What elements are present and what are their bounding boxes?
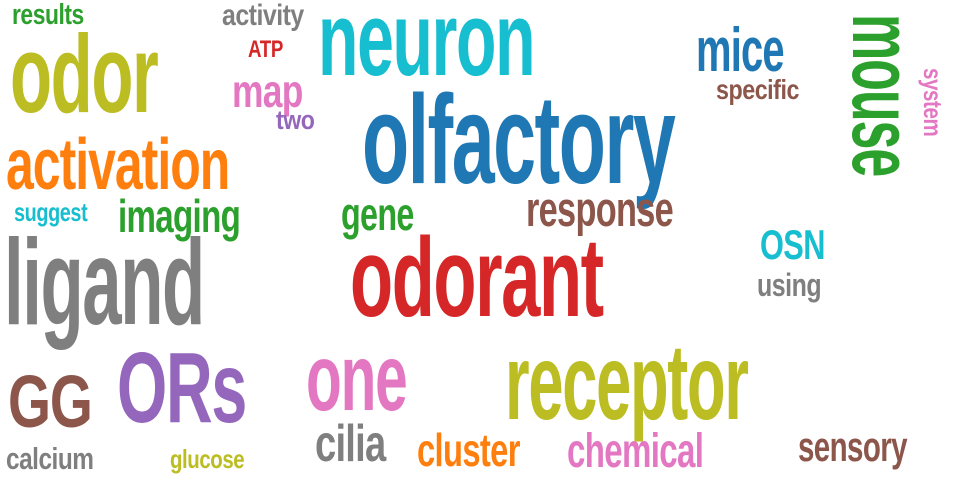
word-receptor: receptor xyxy=(505,321,749,442)
word-atp: ATP xyxy=(248,36,283,63)
word-calcium: calcium xyxy=(6,441,94,476)
word-olfactory: olfactory xyxy=(362,69,676,210)
word-mouse: mouse xyxy=(834,14,930,177)
word-activation: activation xyxy=(6,125,230,205)
word-osn: OSN xyxy=(760,221,825,268)
word-results: results xyxy=(12,0,84,31)
word-sensory: sensory xyxy=(798,423,908,470)
word-ors: ORs xyxy=(117,332,247,444)
word-suggest: suggest xyxy=(14,197,88,227)
word-odorant: odorant xyxy=(350,215,604,340)
word-one: one xyxy=(306,325,408,431)
word-neuron: neuron xyxy=(318,0,536,98)
word-odor: odor xyxy=(10,13,159,136)
word-mice: mice xyxy=(696,16,785,85)
word-imaging: imaging xyxy=(118,190,241,242)
word-ligand: ligand xyxy=(4,214,205,350)
word-cluster: cluster xyxy=(417,424,520,476)
word-activity: activity xyxy=(222,0,304,32)
word-using: using xyxy=(757,267,822,303)
word-gg: GG xyxy=(8,360,93,443)
word-map: map xyxy=(232,65,303,117)
word-response: response xyxy=(526,183,674,237)
word-specific: specific xyxy=(716,74,799,105)
word-glucose: glucose xyxy=(170,444,245,474)
word-two: two xyxy=(276,105,315,135)
word-system: system xyxy=(918,68,948,137)
word-cilia: cilia xyxy=(315,415,386,473)
word-chemical: chemical xyxy=(567,425,704,478)
word-gene: gene xyxy=(341,188,414,240)
